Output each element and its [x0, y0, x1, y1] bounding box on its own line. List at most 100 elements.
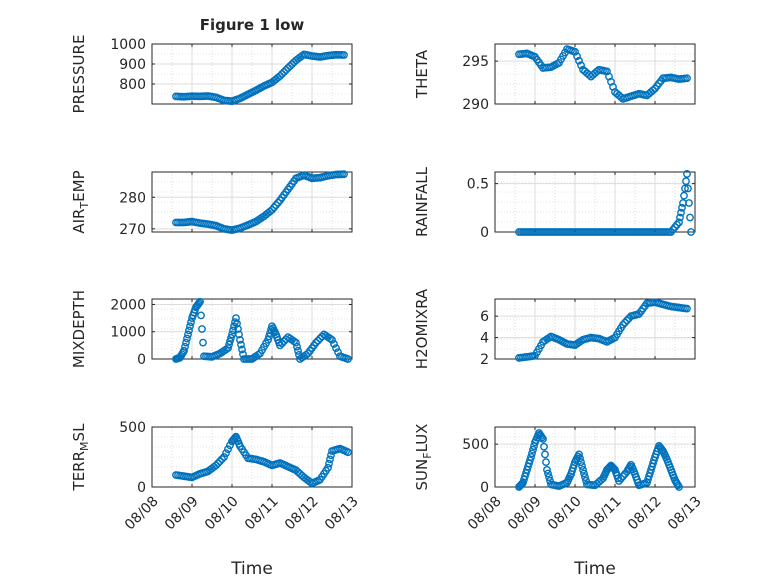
data-point: [282, 66, 290, 74]
y-tick-label: 0: [137, 352, 146, 368]
x-tick-label: 08/09: [162, 493, 202, 533]
axes-box: [494, 298, 696, 360]
data-point: [575, 56, 583, 65]
data-point: [276, 341, 284, 350]
subplot-4: 0 0.5 RAINFALL: [413, 166, 696, 241]
data-point: [575, 450, 583, 459]
data-point: [280, 68, 288, 76]
data-point: [218, 455, 226, 463]
data-point: [340, 51, 348, 59]
data-point: [340, 170, 348, 179]
data-point: [237, 340, 245, 349]
y-axis-label: RAINFALL: [413, 166, 431, 237]
data-point: [541, 450, 549, 459]
x-tick-label: 08/08: [465, 493, 505, 533]
data-point: [233, 319, 241, 328]
data-point: [292, 338, 300, 347]
data-point: [314, 336, 322, 345]
data-point: [571, 47, 579, 56]
axes-box: [151, 43, 353, 105]
y-tick-label: 2: [480, 352, 489, 368]
data-point: [683, 170, 691, 178]
data-point: [687, 228, 695, 236]
data-point: [330, 340, 338, 348]
data-point: [294, 346, 302, 355]
data-point: [265, 332, 273, 341]
data-point: [212, 461, 220, 470]
x-axis-label-left: Time: [230, 559, 273, 579]
x-tick-label: 08/13: [322, 493, 362, 533]
data-point: [187, 318, 195, 327]
data-point: [527, 453, 535, 461]
x-tick-label: 08/11: [585, 493, 625, 533]
data-point: [220, 453, 228, 461]
x-tick-label: 08/10: [545, 493, 585, 533]
data-point: [529, 445, 537, 454]
data-point: [324, 463, 332, 472]
data-point: [573, 52, 581, 61]
data-point: [227, 333, 235, 342]
subplot-grid: 800 900 1000 PRESSURE 290 295 THETA 270 280 AIRTE…: [70, 35, 705, 534]
x-tick-label: 08/09: [505, 493, 545, 533]
y-tick-label: 290: [462, 97, 489, 113]
y-tick-label: 280: [119, 190, 146, 206]
subplot-5: 0 1000 2000 MIXDEPTH: [70, 290, 353, 368]
subplot-6: 2 4 6 H2OMIXRA: [413, 288, 696, 369]
data-point: [334, 348, 342, 357]
data-point: [216, 457, 224, 466]
data-point: [623, 316, 631, 325]
y-tick-label: 500: [119, 420, 146, 436]
subplot-3: 270 280 AIRTEMP: [70, 170, 353, 238]
data-point: [540, 442, 548, 451]
data-point: [232, 314, 240, 322]
data-point: [685, 199, 693, 207]
data-point: [332, 344, 340, 352]
data-point: [185, 326, 193, 335]
data-point: [195, 299, 203, 307]
data-point: [226, 337, 234, 346]
data-point: [580, 469, 588, 478]
axes-box: [151, 426, 353, 488]
data-point: [677, 208, 685, 217]
data-point: [293, 342, 301, 351]
data-point: [683, 304, 691, 313]
y-axis-label: AIRTEMP: [70, 170, 91, 233]
data-point: [576, 454, 584, 463]
data-point: [578, 462, 586, 470]
x-tick-label: 08/12: [625, 493, 665, 533]
data-point: [676, 213, 684, 222]
data-point: [222, 449, 230, 457]
data-point: [198, 325, 206, 333]
data-point: [577, 61, 585, 70]
x-tick-label: 08/13: [665, 493, 705, 533]
data-point: [326, 455, 334, 464]
data-point: [184, 330, 192, 339]
x-tick-label: 08/08: [122, 493, 162, 533]
data-point: [681, 184, 689, 193]
y-tick-label: 0: [480, 225, 489, 241]
y-tick-label: 1000: [110, 37, 146, 53]
data-point: [236, 336, 244, 344]
data-point: [544, 469, 552, 478]
data-point: [682, 177, 690, 186]
subplot-8: 0 500 08/08 08/09 08/10 08/11 08/12 08/13 SUNFLU…: [413, 424, 705, 534]
data-point: [621, 318, 629, 327]
y-axis-label: PRESSURE: [70, 35, 88, 114]
data-point: [278, 70, 286, 78]
y-axis-label: MIXDEPTH: [70, 290, 88, 368]
data-point: [224, 344, 232, 352]
y-axis-label: H2OMIXRA: [413, 288, 431, 369]
x-tick-label: 08/10: [202, 493, 242, 533]
y-axis-label: SUNFLUX: [413, 424, 434, 491]
data-point: [649, 86, 657, 95]
axes-box: [494, 171, 696, 233]
data-point: [328, 336, 336, 344]
y-tick-label: 270: [119, 222, 146, 238]
y-tick-label: 1000: [110, 325, 146, 341]
axes-box: [151, 171, 353, 233]
data-point: [542, 458, 550, 467]
data-point: [675, 483, 683, 491]
data-point: [224, 445, 232, 454]
